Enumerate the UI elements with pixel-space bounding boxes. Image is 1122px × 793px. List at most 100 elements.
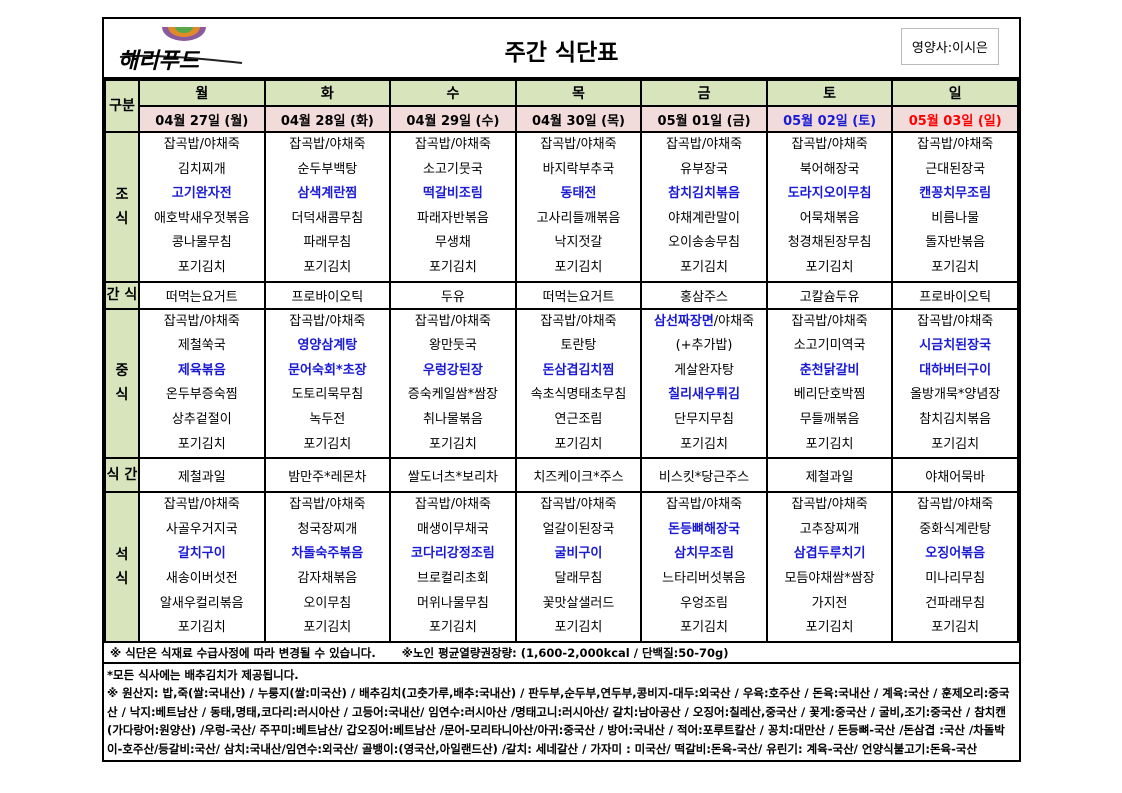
lunch-cell: 잡곡밥/야채죽 토란탕 돈삼겹김치찜 속초식명태초무침 연근조림 포기김치 (514, 307, 643, 460)
menu-item-text: 포기김치 (805, 620, 854, 636)
row-label-lunch: 중 식 (104, 307, 140, 460)
menu-item: 오징어볶음 (893, 542, 1017, 567)
menu-item-text: 바지락부추국 (542, 161, 615, 177)
menu-item-text: 우렁강된장 (423, 362, 483, 378)
menu-item: (+추가밥) (642, 334, 766, 359)
menu-item: 포기김치 (266, 433, 390, 458)
menu-item-text: 게살완자탕 (674, 362, 734, 378)
menu-item-text: 삼겹두루치기 (793, 546, 866, 562)
menu-item: 소고기미역국 (768, 334, 892, 359)
breakfast-cell: 잡곡밥/야채죽 근대된장국 캔꽁치무조림 비름나물 돌자반볶음 포기김치 (891, 131, 1019, 283)
snack2-cell: 제철과일 (765, 457, 894, 494)
menu-item: 갈치구이 (140, 542, 264, 567)
menu-item-text: 포기김치 (931, 436, 980, 452)
menu-item-text: 무들깨볶음 (799, 411, 860, 427)
menu-item: 문어숙회*초장 (266, 359, 390, 384)
menu-item-text: 콩나물무침 (171, 235, 232, 251)
menu-item: 단무지무침 (642, 408, 766, 433)
menu-item: 파래무침 (266, 231, 390, 256)
menu-item-text: 포기김치 (177, 620, 226, 636)
menu-item: 삼치무조림 (642, 542, 766, 567)
menu-item-text: 포기김치 (428, 259, 477, 275)
menu-item-text: 소고기뭇국 (423, 161, 483, 177)
logo-emblem-icon (119, 27, 243, 64)
menu-item-text: 알새우컬리볶음 (159, 595, 244, 611)
menu-item: 김치찌개 (140, 158, 264, 183)
date-header: 04월 29일 (수) (389, 105, 517, 133)
menu-item-text: 무생채 (434, 235, 471, 251)
menu-item-text: 고기완자전 (171, 186, 232, 202)
menu-item-text: 왕만둣국 (428, 338, 477, 354)
date-header: 05월 01일 (금) (640, 105, 768, 133)
menu-item: 미나리무침 (893, 567, 1017, 592)
lunch-cell: 삼선짜장면/야채죽 (+추가밥) 게살완자탕 칠리새우튀김 단무지무침 포기김치 (640, 307, 768, 460)
menu-item: 취나물볶음 (391, 408, 515, 433)
page-title: 주간 식단표 (504, 40, 619, 66)
menu-item-text: 오이무침 (303, 595, 352, 611)
menu-item: 콩나물무침 (140, 231, 264, 256)
menu-item: 잡곡밥/야채죽 (391, 133, 515, 158)
menu-item: 북어해장국 (768, 158, 892, 183)
kimchi-notice: *모든 식사에는 배추김치가 제공됩니다. (107, 667, 299, 682)
day-header: 일 (891, 79, 1019, 107)
menu-item-text: 굴비구이 (554, 546, 603, 562)
menu-item: 잡곡밥/야채죽 (893, 493, 1017, 518)
dinner-cell: 잡곡밥/야채죽 돈등뼈해장국 삼치무조림 느타리버섯볶음 우엉조림 포기김치 (640, 491, 768, 643)
menu-item-text: 포기김치 (428, 436, 477, 452)
menu-item-rest: /야채죽 (713, 313, 755, 329)
menu-item-text: 잡곡밥/야채죽 (540, 313, 617, 329)
menu-item: 포기김치 (517, 616, 641, 641)
menu-item: 사골우거지국 (140, 518, 264, 543)
menu-item-text: 시금치된장국 (919, 338, 992, 354)
menu-item-text: 잡곡밥/야채죽 (665, 497, 743, 513)
menu-item: 포기김치 (140, 433, 264, 458)
menu-item: 새송이버섯전 (140, 567, 264, 592)
menu-item-text: 잡곡밥/야채죽 (289, 137, 366, 152)
menu-item-text: 잡곡밥/야채죽 (289, 497, 366, 513)
menu-item: 잡곡밥/야채죽 (768, 493, 892, 518)
menu-item-text: 삼색계란찜 (297, 186, 358, 202)
menu-item: 돌자반볶음 (893, 231, 1017, 256)
snack2-cell: 밤만주*레몬차 (263, 457, 392, 494)
menu-item: 잡곡밥/야채죽 (391, 493, 515, 518)
menu-item-text: 포기김치 (805, 259, 854, 275)
menu-item: 삼선짜장면/야채죽 (642, 310, 766, 335)
menu-item: 칠리새우튀김 (642, 383, 766, 408)
menu-item: 돈삼겹김치찜 (517, 359, 641, 384)
snack2-cell: 야채어묵바 (891, 457, 1019, 494)
menu-item: 포기김치 (642, 433, 766, 458)
menu-item-text: 포기김치 (680, 436, 728, 452)
breakfast-cell: 잡곡밥/야채죽 북어해장국 도라지오이무침 어묵채볶음 청경채된장무침 포기김치 (765, 131, 894, 283)
date-header: 04월 27일 (월) (138, 105, 266, 133)
menu-item-text: 삼선짜장면 (653, 313, 714, 329)
lunch-cell: 잡곡밥/야채죽 영양삼계탕 문어숙회*초장 도토리묵무침 녹두전 포기김치 (263, 307, 392, 460)
menu-item-text: 제육볶음 (177, 362, 226, 378)
breakfast-cell: 잡곡밥/야채죽 김치찌개 고기완자전 애호박새우젓볶음 콩나물무침 포기김치 (138, 131, 266, 283)
menu-item-text: 포기김치 (177, 436, 226, 452)
menu-item-text: 중화식계란탕 (919, 521, 992, 537)
menu-item: 오이무침 (266, 592, 390, 617)
menu-item: 포기김치 (642, 256, 766, 281)
menu-item: 제철쑥국 (140, 334, 264, 359)
menu-item-text: 매생이무채국 (417, 521, 489, 537)
menu-item-text: 오이송송무침 (668, 235, 740, 251)
menu-item-text: 포기김치 (680, 259, 728, 275)
menu-item-text: 돌자반볶음 (925, 235, 986, 251)
lunch-row: 중 식 잡곡밥/야채죽 제철쑥국 제육볶음 온두부증숙찜 상추겉절이 포기김치 잡곡밥/야채죽… (104, 307, 1019, 460)
menu-item-text: 잡곡밥/야채죽 (917, 313, 994, 329)
snack1-cell: 떠먹는요거트 (138, 280, 266, 310)
menu-item: 포기김치 (517, 256, 641, 281)
menu-item-text: 참치김치볶음 (919, 411, 992, 427)
menu-item-text: 포기김치 (303, 259, 352, 275)
calorie-notice: ※노인 평균열량권장량: (1,600-2,000kcal / 단백질:50-7… (401, 645, 729, 660)
menu-item: 잡곡밥/야채죽 (768, 310, 892, 335)
menu-item-text: 잡곡밥/야채죽 (540, 497, 617, 513)
menu-item: 중화식계란탕 (893, 518, 1017, 543)
lunch-cell: 잡곡밥/야채죽 왕만둣국 우렁강된장 증숙케일쌈*쌈장 취나물볶음 포기김치 (389, 307, 517, 460)
menu-item: 순두부백탕 (266, 158, 390, 183)
menu-item-text: 비름나물 (931, 210, 980, 226)
menu-item: 포기김치 (642, 616, 766, 641)
nutritionist-label: 영양사:이시은 (900, 28, 999, 65)
menu-item-text: 포기김치 (177, 259, 226, 275)
menu-item-text: 유부장국 (680, 161, 728, 177)
